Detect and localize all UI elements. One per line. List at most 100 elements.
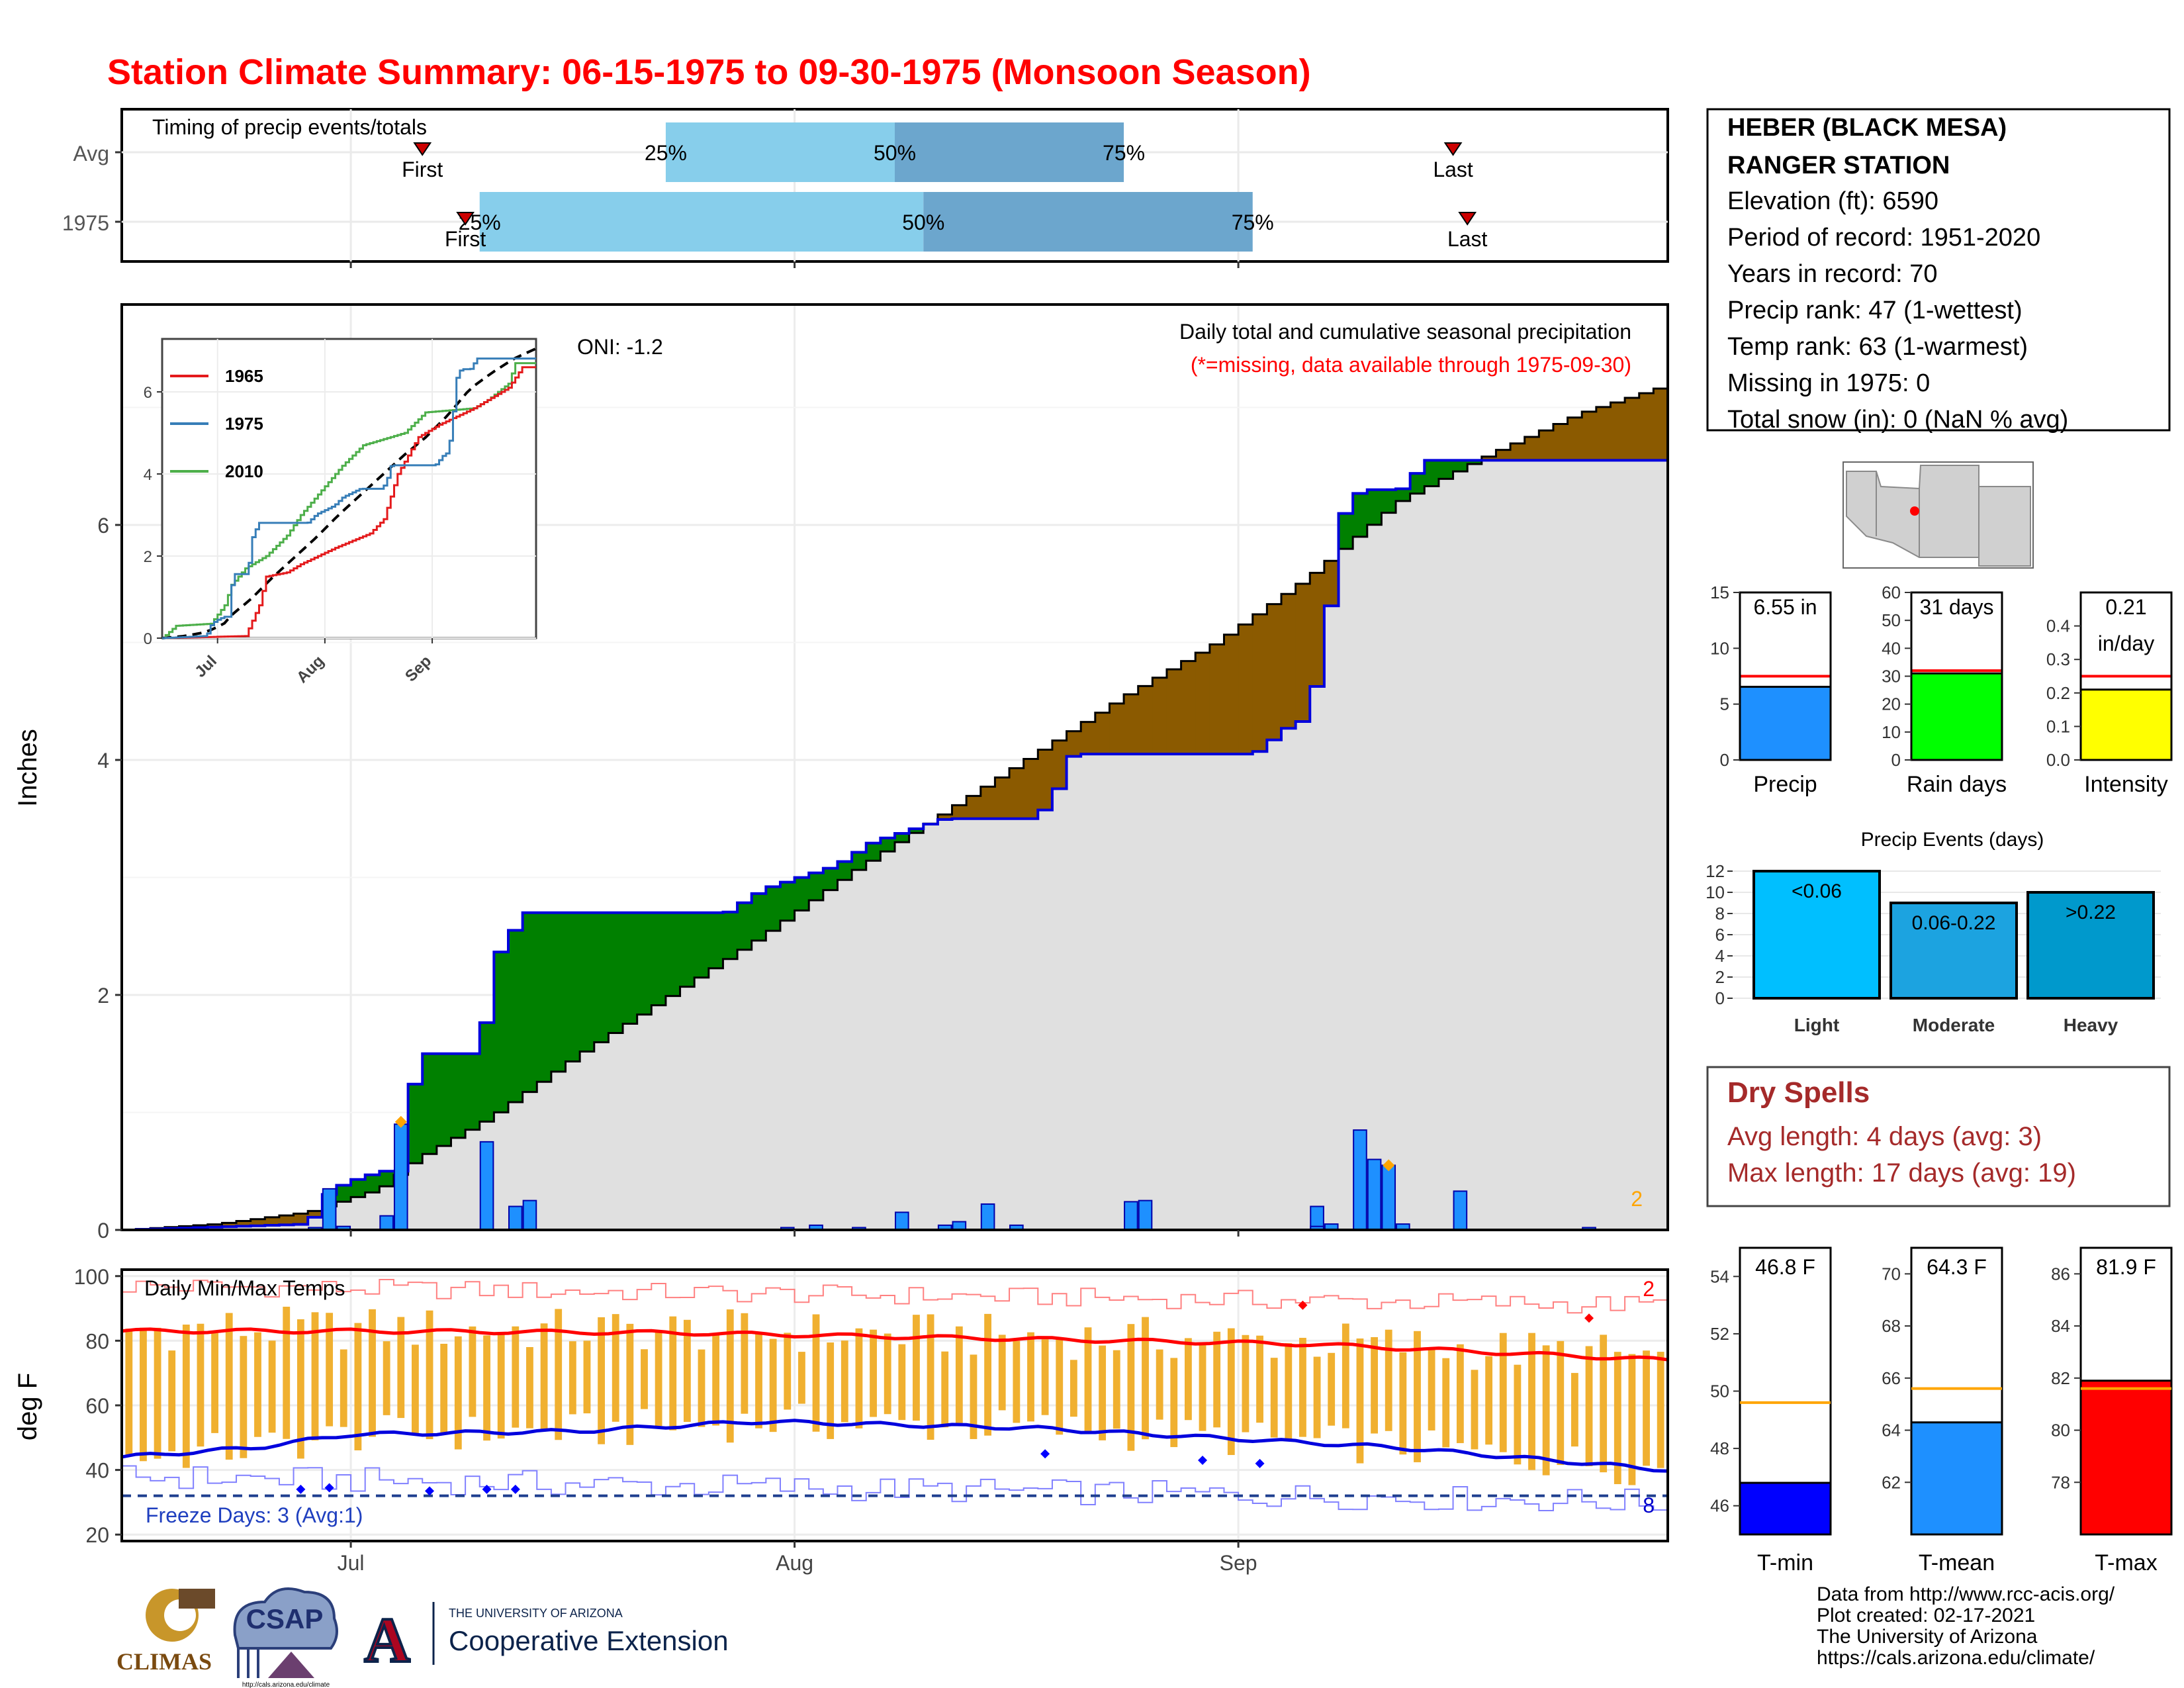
events-bar-label: Moderate (1913, 1015, 1995, 1035)
station-info-box: HEBER (BLACK MESA) RANGER STATION Elevat… (1706, 108, 2171, 434)
deficit-segment (1295, 583, 1311, 722)
daily-temp-bar (1099, 1345, 1107, 1440)
temp-tmin-value: 46.8 F (1755, 1255, 1815, 1279)
daily-temp-bar (641, 1349, 648, 1409)
avg-fill-segment (1338, 549, 1353, 1231)
mini-raindays-value: 31 days (1919, 595, 1993, 619)
station-name-line2: RANGER STATION (1727, 152, 1950, 179)
precip-ytick-label: 0 (97, 1219, 109, 1243)
surplus-segment (1424, 460, 1439, 487)
deficit-segment (952, 805, 967, 819)
temp-summary-ytick-label: 48 (1710, 1438, 1729, 1458)
average-cumulative-line (122, 387, 1668, 1231)
daily-temp-bar (283, 1307, 291, 1439)
inset-ytick-label: 0 (144, 630, 152, 648)
surplus-segment (651, 912, 666, 1006)
deficit-segment (1610, 402, 1625, 461)
station-name-line1: HEBER (BLACK MESA) (1727, 114, 2007, 142)
daily-temp-bar (884, 1333, 891, 1415)
daily-temp-bar (1614, 1352, 1621, 1485)
surplus-segment (880, 837, 895, 852)
timing-last-marker (1443, 142, 1463, 156)
timing-last-label: Last (1447, 227, 1488, 251)
temp-summary-ytick-label: 86 (2051, 1264, 2070, 1284)
avg-fill-segment (1410, 493, 1426, 1230)
deficit-segment (222, 1223, 237, 1227)
daily-temp-bar (555, 1309, 563, 1440)
svg-text:http://cals.arizona.edu/climat: http://cals.arizona.edu/climate (242, 1681, 330, 1688)
events-ytick-label: 12 (1706, 861, 1725, 881)
avg-fill-segment (1367, 524, 1383, 1231)
daily-temp-bar (1442, 1358, 1450, 1448)
daily-temp-bar (1399, 1352, 1407, 1455)
deficit-segment (980, 786, 996, 819)
temp-tmax-label: T-max (2095, 1550, 2157, 1575)
daily-temp-bar (1514, 1364, 1522, 1465)
mini-ytick-label: 0.3 (2046, 649, 2070, 669)
daily-temp-bar (154, 1327, 161, 1459)
daily-precip-bar (379, 1215, 394, 1231)
deficit-segment (1023, 759, 1039, 819)
timing-quartile-lower (479, 192, 924, 252)
timing-first-label: First (445, 227, 486, 251)
timing-row-avg-label: Avg (73, 142, 109, 165)
station-info-line: Temp rank: 63 (1-warmest) (1727, 333, 2028, 361)
surplus-segment (1367, 489, 1383, 525)
inset-ytick-label: 2 (144, 548, 152, 566)
daily-temp-bar (1528, 1333, 1535, 1470)
temp-summary-ytick-label: 66 (1882, 1368, 1901, 1388)
daily-temp-bar (1385, 1329, 1392, 1431)
events-bar-tag: 0.06-0.22 (1912, 912, 1996, 934)
temp-summary-ytick-label: 78 (2051, 1472, 2070, 1492)
temp-tmin-label: T-min (1757, 1550, 1813, 1575)
temp-ytick-label: 100 (74, 1265, 109, 1289)
deficit-segment (966, 796, 981, 819)
daily-temp-bar (1414, 1331, 1421, 1462)
daily-temp-bar (769, 1338, 777, 1432)
mini-ytick-label: 10 (1710, 638, 1729, 658)
avg-fill-segment (1152, 754, 1167, 1230)
avg-fill-segment (1467, 463, 1482, 1231)
surplus-segment (708, 912, 724, 968)
avg-fill-segment (1238, 754, 1253, 1230)
avg-fill-segment (708, 968, 724, 1230)
temp-count-bottom: 8 (1643, 1493, 1655, 1517)
dry-spells-max: Max length: 17 days (avg: 19) (1727, 1158, 2076, 1188)
avg-fill-segment (837, 880, 852, 1230)
timing-q75-label: 75% (1103, 141, 1145, 165)
events-title: Precip Events (days) (1861, 829, 2044, 851)
avg-fill-segment (780, 920, 796, 1230)
avg-fill-segment (551, 1071, 567, 1230)
avg-fill-segment (1181, 754, 1197, 1230)
daily-precip-bar (1453, 1190, 1468, 1231)
daily-temp-bar (955, 1326, 963, 1423)
daily-temp-bar (1142, 1317, 1149, 1440)
avg-fill-segment (1424, 486, 1439, 1230)
daily-temp-bar (1199, 1345, 1206, 1431)
surplus-segment (494, 952, 509, 1113)
avg-fill-segment (508, 1102, 523, 1230)
daily-temp-bar (497, 1333, 505, 1439)
deficit-segment (1238, 624, 1253, 755)
events-ytick-label: 8 (1715, 904, 1725, 923)
events-bar-label: Light (1794, 1015, 1839, 1035)
record-high-marker (1584, 1313, 1594, 1323)
svg-text:Cooperative Extension: Cooperative Extension (449, 1625, 729, 1656)
precip-legend-title: Daily total and cumulative seasonal prec… (1179, 320, 1631, 344)
record-max-line (122, 1279, 1668, 1314)
daily-temp-bar (712, 1334, 720, 1426)
station-location-dot (1910, 506, 1919, 516)
daily-temp-bar (855, 1328, 863, 1429)
mini-ytick-label: 5 (1720, 694, 1729, 714)
events-ytick-label: 10 (1706, 882, 1725, 902)
avg-tmax-line (121, 1327, 1668, 1362)
surplus-segment (1338, 513, 1353, 549)
record-low-marker (425, 1486, 435, 1496)
avg-fill-segment (494, 1112, 509, 1230)
avg-fill-segment (1510, 460, 1525, 1230)
daily-temp-bar (870, 1329, 877, 1417)
avg-fill-segment (751, 940, 767, 1230)
avg-fill-segment (1038, 810, 1053, 1230)
deficit-segment (279, 1215, 295, 1225)
